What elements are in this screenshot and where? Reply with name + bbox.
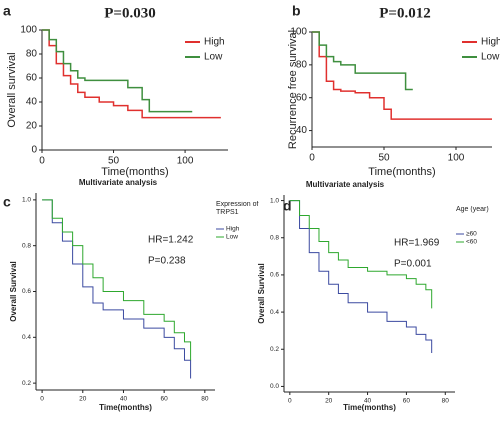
y-tick-label: 80 (296, 59, 308, 70)
x-tick-label: 50 (108, 156, 120, 167)
y-axis-label: Overall survival (6, 52, 18, 127)
survival-curve (42, 199, 192, 361)
survival-curve (42, 29, 221, 119)
survival-curve (312, 31, 492, 120)
x-tick-label: 40 (364, 398, 372, 405)
x-tick-label: 60 (403, 398, 411, 405)
y-tick-label: 0.4 (270, 309, 279, 316)
x-tick-label: 0 (288, 398, 292, 405)
y-tick-label: 0.6 (22, 288, 31, 295)
x-tick-label: 80 (442, 398, 450, 405)
legend-label: High (226, 226, 240, 233)
x-tick-label: 0 (39, 156, 45, 167)
y-tick-label: 100 (290, 27, 307, 38)
legend-label: Low (481, 52, 500, 63)
y-tick-label: 80 (26, 49, 38, 60)
chart-title: P=0.030 (104, 5, 155, 21)
survival-curve (312, 31, 413, 91)
y-tick-label: 60 (26, 73, 38, 84)
y-tick-label: 0.8 (270, 234, 279, 241)
survival-curve (289, 200, 433, 353)
chart-panel: a P=0.030 0 20 40 60 80 100 0 50 100 Time(months) Ov… (3, 3, 228, 178)
x-axis-label: Time(months) (99, 403, 152, 412)
y-tick-label: 40 (296, 125, 308, 136)
y-tick-label: 0 (31, 145, 37, 156)
panel-letter: b (292, 3, 301, 19)
y-tick-label: 1.0 (270, 197, 279, 204)
y-axis-label: Recurrence free survival (287, 30, 299, 149)
x-tick-label: 60 (161, 396, 169, 403)
legend-label: Low (226, 234, 238, 241)
y-tick-label: 0.2 (270, 346, 279, 353)
legend-title: Age (year) (456, 206, 489, 213)
y-axis-label: Overall Survival (257, 263, 266, 323)
x-tick-label: 40 (120, 396, 128, 403)
x-tick-label: 50 (378, 153, 390, 164)
chart-title: Multivariate analysis (79, 178, 158, 187)
legend-label: <60 (466, 239, 477, 246)
y-tick-label: 0.4 (22, 334, 31, 341)
chart-panel: b P=0.012 40 60 80 100 0 50 100 Time(months) Recur… (287, 3, 500, 178)
legend-label: High (481, 37, 500, 48)
y-tick-label: 40 (26, 97, 38, 108)
y-tick-label: 1.0 (22, 197, 31, 204)
panel-letter: d (283, 198, 292, 214)
x-axis-label: Time(months) (368, 166, 435, 178)
x-tick-label: 20 (79, 396, 87, 403)
chart-title: P=0.012 (379, 5, 430, 21)
y-tick-label: 100 (20, 25, 37, 36)
x-axis-label: Time(months) (343, 403, 396, 412)
y-tick-label: 0.2 (22, 380, 31, 387)
chart-panel: c Multivariate analysis 0.2 0.4 0.6 0.8 1.0 0 20… (3, 178, 259, 412)
annotation: HR=1.969 (394, 238, 440, 249)
x-tick-label: 0 (309, 153, 315, 164)
legend-title-box: Expression of TRPS1 (216, 201, 259, 216)
y-tick-label: 0.0 (270, 383, 279, 390)
x-axis-label: Time(months) (101, 166, 168, 178)
annotation: P=0.238 (148, 256, 186, 267)
y-tick-label: 0.6 (270, 272, 279, 279)
x-tick-label: 100 (177, 156, 194, 167)
panel-letter: a (3, 3, 11, 19)
chart-title: Multivariate analysis (306, 180, 385, 189)
legend-label: ≥60 (466, 231, 477, 238)
x-tick-label: 80 (201, 396, 209, 403)
x-tick-label: 100 (448, 153, 465, 164)
panel-letter: c (3, 194, 11, 210)
legend-title: Expression of TRPS1 (216, 201, 259, 216)
y-tick-label: 0.8 (22, 242, 31, 249)
x-tick-label: 20 (325, 398, 333, 405)
survival-curve (42, 199, 192, 379)
survival-curve (289, 200, 433, 309)
chart-panel: d Multivariate analysis 0.0 0.2 0.4 0.6 0.8 1.0… (257, 180, 489, 412)
y-axis-label: Overall Survival (9, 261, 18, 321)
legend-title-box: Age (year) (456, 206, 489, 213)
x-tick-label: 0 (40, 396, 44, 403)
legend-label: Low (204, 52, 223, 63)
survival-curve (42, 29, 193, 113)
legend-label: High (204, 37, 225, 48)
annotation: P=0.001 (394, 259, 432, 270)
annotation: HR=1.242 (148, 235, 194, 246)
y-tick-label: 60 (296, 92, 308, 103)
y-tick-label: 20 (26, 121, 38, 132)
